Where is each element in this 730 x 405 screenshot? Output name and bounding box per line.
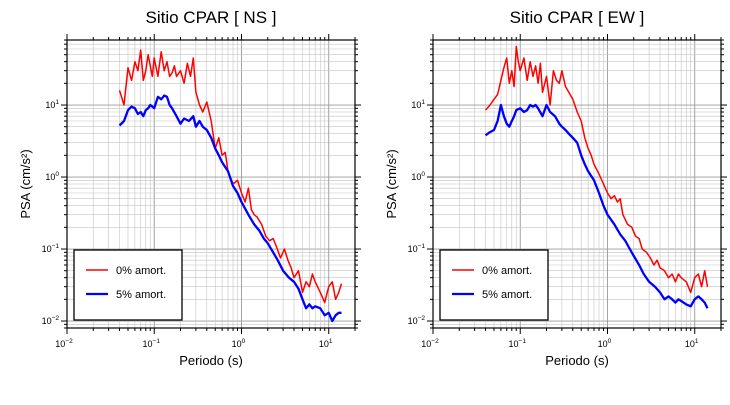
chart-title: Sitio CPAR [ NS ] (146, 8, 277, 27)
plot-frame (432, 39, 722, 329)
legend-box (73, 249, 183, 321)
legend-label: 0% amort. (482, 265, 532, 277)
x-tick-label: 10−1 (509, 338, 527, 349)
x-axis-label: Periodo (s) (545, 353, 609, 368)
legend: 0% amort. 5% amort. (73, 249, 183, 321)
x-tick-label: 10−2 (55, 338, 73, 349)
x-tick-label: 101 (685, 338, 699, 349)
series-line-red (484, 45, 709, 294)
x-tick-label: 10−2 (421, 338, 439, 349)
y-tick-label: 100 (45, 171, 59, 182)
y-tick-label: 10−2 (408, 315, 426, 326)
series-line-red (118, 49, 343, 304)
series-line-blue (118, 94, 342, 323)
chart-panel-1: 10−2 10−1 100 101 10−2 10−1 100 101 Sitio CPAR [… (18, 8, 361, 368)
series-group (118, 49, 343, 323)
y-tick-label: 10−1 (408, 243, 426, 254)
legend-label: 5% amort. (116, 289, 166, 301)
legend-label: 0% amort. (116, 265, 166, 277)
y-tick-label: 100 (411, 171, 425, 182)
plot-frame (66, 39, 356, 329)
y-tick-label: 101 (411, 99, 425, 110)
y-axis-label: PSA (cm/s²) (18, 149, 33, 218)
x-axis-label: Periodo (s) (179, 353, 243, 368)
y-tick-label: 10−2 (42, 315, 60, 326)
x-tick-label: 100 (232, 338, 246, 349)
series-line-blue (484, 103, 709, 309)
series-group (484, 45, 709, 309)
y-axis-label: PSA (cm/s²) (384, 149, 399, 218)
y-tick-label: 10−1 (42, 243, 60, 254)
legend-label: 5% amort. (482, 289, 532, 301)
legend: 0% amort. 5% amort. (439, 249, 549, 321)
chart-panel-2: 10−2 10−1 100 101 10−2 10−1 100 101 Sitio CPAR [… (384, 8, 727, 368)
y-tick-label: 101 (45, 99, 59, 110)
x-tick-label: 10−1 (143, 338, 161, 349)
x-tick-label: 100 (598, 338, 612, 349)
x-tick-label: 101 (319, 338, 333, 349)
chart-title: Sitio CPAR [ EW ] (510, 8, 645, 27)
legend-box (439, 249, 549, 321)
